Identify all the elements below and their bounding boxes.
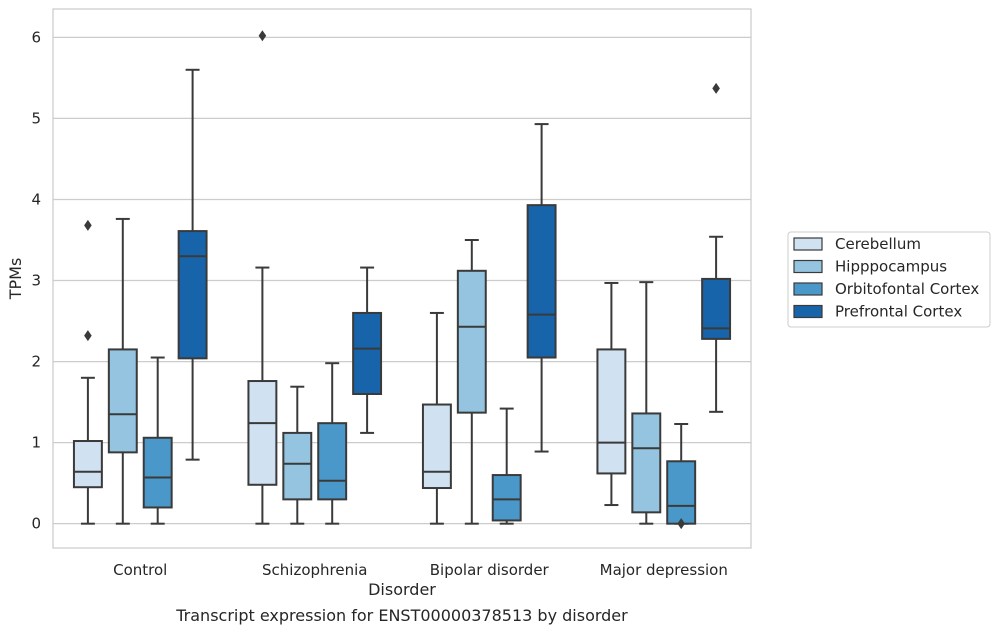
iqr-box	[142, 436, 173, 509]
box-orbitofontal-cortex	[142, 356, 173, 525]
outlier-point	[677, 518, 685, 530]
iqr-box	[666, 460, 697, 525]
box-prefrontal-cortex	[352, 266, 383, 434]
x-tick-label: Control	[113, 561, 167, 579]
box-cerebellum	[421, 311, 452, 525]
box-hipppocampus	[107, 217, 138, 525]
x-axis-ticks: Control Schizophrenia Bipolar disorder Majo…	[113, 561, 728, 579]
iqr-box	[72, 440, 103, 489]
y-tick-label: 0	[31, 515, 41, 533]
outlier-point	[84, 330, 92, 342]
iqr-box	[177, 230, 208, 360]
outlier-point	[712, 82, 720, 94]
iqr-box	[282, 431, 313, 501]
iqr-box	[352, 311, 383, 395]
y-tick-label: 4	[31, 190, 41, 208]
y-tick-label: 3	[31, 272, 41, 290]
iqr-box	[701, 277, 732, 340]
x-tick-label: Bipolar disorder	[430, 561, 550, 579]
legend-swatch	[793, 282, 823, 296]
y-tick-label: 1	[31, 434, 41, 452]
box-orbitofontal-cortex	[666, 422, 697, 530]
iqr-box	[247, 380, 278, 486]
box-cerebellum	[247, 30, 278, 525]
legend-swatch	[793, 237, 823, 251]
box-hipppocampus	[631, 281, 662, 525]
y-tick-label: 2	[31, 353, 41, 371]
iqr-box	[526, 204, 557, 359]
box-prefrontal-cortex	[701, 82, 732, 413]
iqr-box	[421, 403, 452, 490]
box-cerebellum	[596, 281, 627, 507]
iqr-box	[456, 269, 487, 414]
y-axis-label: TPMs	[6, 258, 25, 301]
outlier-point	[258, 30, 267, 42]
iqr-box	[491, 474, 522, 522]
legend-label: Hipppocampus	[835, 258, 947, 276]
plot-area-frame	[52, 8, 752, 549]
legend-label: Cerebellum	[835, 235, 921, 253]
legend-swatch	[793, 304, 823, 319]
legend: Cerebellum Hipppocampus Orbitofontal Corte…	[787, 231, 991, 328]
box-orbitofontal-cortex	[491, 407, 522, 525]
y-tick-label: 5	[31, 109, 41, 127]
box-orbitofontal-cortex	[317, 362, 348, 525]
box-prefrontal-cortex	[526, 123, 557, 453]
iqr-box	[107, 348, 138, 454]
box-hipppocampus	[456, 239, 487, 525]
iqr-box	[317, 422, 348, 501]
legend-label: Orbitofontal Cortex	[835, 280, 979, 298]
x-axis-label: Disorder	[368, 580, 436, 599]
chart-title: Transcript expression for ENST0000037851…	[175, 606, 628, 625]
iqr-box	[631, 412, 662, 514]
x-tick-label: Major depression	[600, 561, 728, 579]
outlier-point	[84, 219, 92, 231]
y-tick-label: 6	[31, 28, 41, 46]
iqr-box	[596, 348, 627, 475]
box-series	[72, 30, 732, 530]
legend-frame	[787, 231, 991, 328]
x-tick-label: Schizophrenia	[262, 561, 367, 579]
box-hipppocampus	[282, 385, 313, 525]
box-cerebellum	[72, 219, 103, 525]
legend-label: Prefrontal Cortex	[835, 303, 962, 321]
box-prefrontal-cortex	[177, 68, 208, 461]
legend-swatch	[793, 259, 823, 274]
y-axis-ticks: 0 1 2 3 4 5 6	[31, 28, 41, 532]
